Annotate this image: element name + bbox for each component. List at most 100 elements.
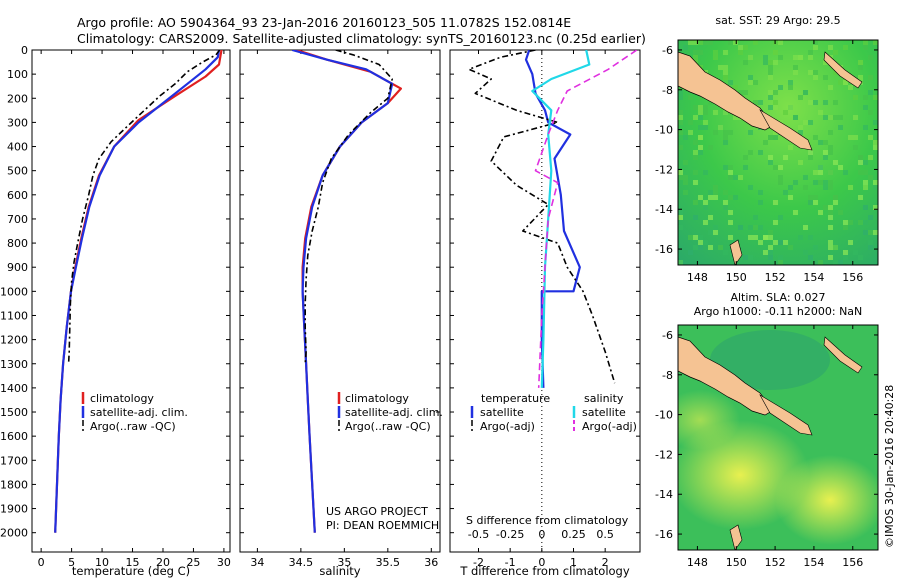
- sst-pixel: [828, 210, 833, 215]
- sst-pixel: [793, 180, 798, 185]
- land-islands: [759, 109, 813, 151]
- sst-pixel: [698, 50, 703, 55]
- sst-pixel: [843, 220, 848, 225]
- sst-pixel: [733, 115, 738, 120]
- legend-heading-salinity: salinity: [584, 392, 624, 405]
- sla-map: Altim. SLA: 0.027 Argo h1000: -0.11 h200…: [655, 291, 879, 569]
- sst-pixel: [678, 215, 683, 220]
- sst-pixel: [748, 255, 753, 260]
- legend-label-argo: Argo(..raw -QC): [345, 420, 431, 433]
- sst-pixel: [773, 240, 778, 245]
- sst-pixel: [698, 125, 703, 130]
- lon-tick-label: 156: [842, 556, 863, 569]
- sst-pixel: [778, 165, 783, 170]
- sst-pixel: [728, 80, 733, 85]
- sst-pixel: [768, 75, 773, 80]
- x-tick-label: 35.5: [376, 556, 401, 569]
- sla-map-frame: [677, 324, 879, 551]
- sst-pixel: [783, 155, 788, 160]
- sst-pixel: [703, 40, 708, 45]
- sst-pixel: [863, 180, 868, 185]
- land-new-guinea: [678, 51, 773, 131]
- sst-pixel: [828, 215, 833, 220]
- depth-tick-label: 1600: [0, 430, 28, 443]
- sst-pixel: [693, 115, 698, 120]
- sst-pixel: [728, 210, 733, 215]
- x-axis-label: temperature (deg C): [72, 564, 190, 578]
- sst-pixel: [778, 215, 783, 220]
- sst-pixel: [778, 85, 783, 90]
- sst-pixel: [823, 185, 828, 190]
- land-new-britain: [823, 51, 863, 89]
- sst-pixel: [833, 160, 838, 165]
- sst-pixel: [748, 235, 753, 240]
- depth-tick-label: 800: [7, 237, 28, 250]
- salinity-legend: climatology satellite-adj. clim. Argo(..…: [326, 392, 443, 532]
- legend-label-climatology: climatology: [345, 392, 409, 405]
- sst-pixel: [738, 175, 743, 180]
- sst-pixel: [788, 245, 793, 250]
- x-tick-label: 5: [68, 556, 75, 569]
- sst-pixel: [798, 235, 803, 240]
- sst-pixel: [858, 170, 863, 175]
- lon-tick-label: 148: [687, 556, 708, 569]
- sst-pixel: [768, 70, 773, 75]
- lat-tick-label: -16: [655, 243, 673, 256]
- sst-pixel: [733, 85, 738, 90]
- lat-tick-label: -10: [655, 409, 673, 422]
- lon-tick-label: 154: [803, 556, 824, 569]
- x-axis-label: salinity: [319, 564, 360, 578]
- sst-pixel: [698, 105, 703, 110]
- sst-pixel: [828, 85, 833, 90]
- sst-pixel: [828, 240, 833, 245]
- sst-pixel: [758, 150, 763, 155]
- sst-pixel: [828, 245, 833, 250]
- sst-pixel: [838, 260, 843, 265]
- x-tick-label: 35: [337, 556, 351, 569]
- sst-pixel: [843, 170, 848, 175]
- x-tick-label: 15: [126, 556, 140, 569]
- sst-map-title: sat. SST: 29 Argo: 29.5: [715, 14, 840, 27]
- sst-pixel: [748, 130, 753, 135]
- depth-tick-label: 300: [7, 116, 28, 129]
- sst-pixel: [698, 110, 703, 115]
- depth-tick-label: 400: [7, 141, 28, 154]
- series-argo-raw-qc-: [304, 50, 394, 364]
- sst-pixel: [873, 140, 878, 145]
- sst-pixel: [828, 180, 833, 185]
- sst-pixel: [868, 90, 873, 95]
- sst-pixel: [723, 190, 728, 195]
- sst-pixel: [823, 155, 828, 160]
- sst-pixel: [733, 40, 738, 45]
- sst-pixel: [818, 180, 823, 185]
- sst-pixel: [763, 140, 768, 145]
- legend-label-argo: Argo(..raw -QC): [90, 420, 176, 433]
- sst-pixel: [858, 60, 863, 65]
- lat-tick-label: -14: [655, 488, 673, 501]
- depth-tick-label: 2000: [0, 527, 28, 540]
- x-tick-label: -2: [473, 556, 484, 569]
- legend-label-climatology: climatology: [90, 392, 154, 405]
- sla-map-title-2: Argo h1000: -0.11 h2000: NaN: [694, 305, 863, 318]
- sst-pixel: [808, 100, 813, 105]
- sst-pixel: [858, 75, 863, 80]
- series-satellite-adj-clim-: [54, 50, 221, 533]
- sst-pixel: [698, 95, 703, 100]
- sst-pixel: [713, 110, 718, 115]
- sst-pixel: [813, 100, 818, 105]
- sst-pixel: [873, 40, 878, 45]
- sst-pixel: [688, 120, 693, 125]
- x-tick-label: 10: [95, 556, 109, 569]
- sst-pixel: [788, 80, 793, 85]
- sst-pixel: [808, 50, 813, 55]
- sst-pixel: [678, 95, 683, 100]
- sst-pixel: [708, 195, 713, 200]
- lon-tick-label: 148: [687, 271, 708, 284]
- legend-label-t-argo: Argo(-adj): [480, 420, 535, 433]
- x-tick-label: 20: [156, 556, 170, 569]
- sst-pixel: [708, 40, 713, 45]
- sst-pixel: [678, 130, 683, 135]
- credit-label: ©IMOS 30-Jan-2016 20:40:28: [883, 385, 896, 548]
- legend-label-satellite: satellite-adj. clim.: [90, 406, 188, 419]
